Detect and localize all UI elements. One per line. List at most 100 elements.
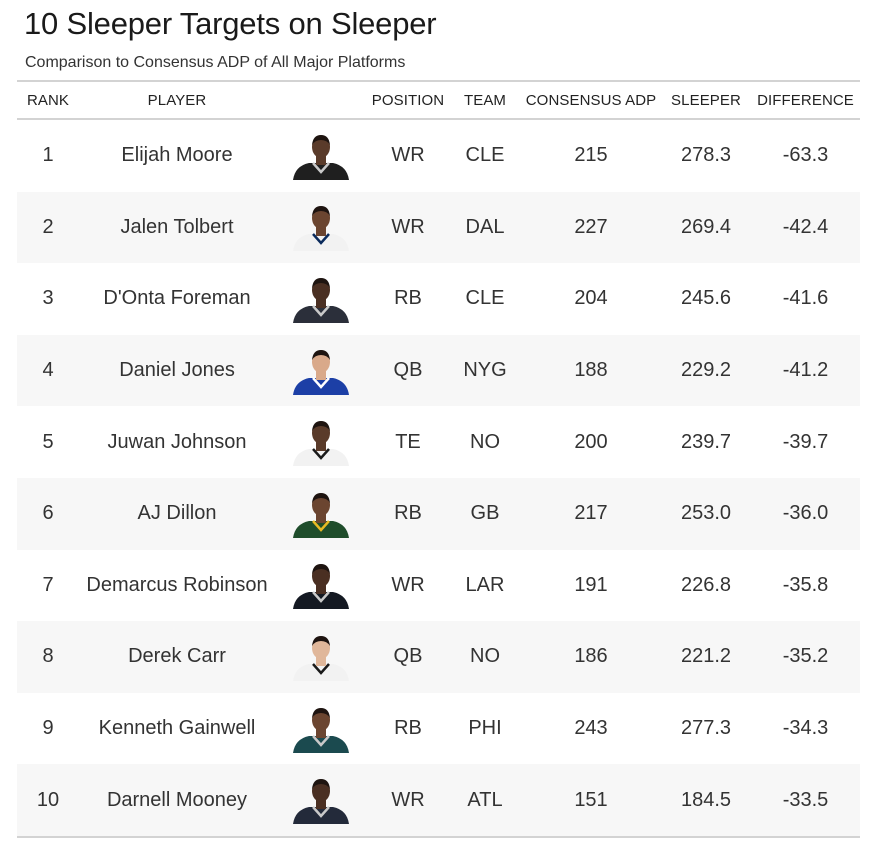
player-headshot-icon <box>293 277 349 323</box>
header-consensus-adp: CONSENSUS ADP <box>525 92 657 109</box>
table-row: 3 D'Onta Foreman RB CLE 204 245.6 -41.6 <box>17 263 860 335</box>
position-cell: RB <box>394 717 422 740</box>
sleeper-adp-cell: 239.7 <box>680 430 732 453</box>
rank-cell: 9 <box>42 717 54 740</box>
sleeper-adp-cell: 278.3 <box>680 144 732 167</box>
page-title: 10 Sleeper Targets on Sleeper <box>24 6 437 41</box>
player-name-cell: Darnell Mooney <box>106 788 248 811</box>
player-headshot-icon <box>293 349 349 395</box>
header-team: TEAM <box>463 92 507 109</box>
position-cell: RB <box>394 287 422 310</box>
player-photo-cell <box>275 693 367 765</box>
position-cell: WR <box>391 215 425 238</box>
player-headshot-icon <box>293 134 349 180</box>
team-cell: CLE <box>465 287 505 310</box>
difference-cell: -63.3 <box>782 144 829 167</box>
table-row: 7 Demarcus Robinson WR LAR 191 226.8 -35.8 <box>17 550 860 622</box>
player-name-cell: D'Onta Foreman <box>103 287 251 310</box>
player-headshot-icon <box>293 635 349 681</box>
player-name-cell: Demarcus Robinson <box>86 573 268 596</box>
team-cell: ATL <box>467 788 503 811</box>
rank-cell: 10 <box>36 788 60 811</box>
rank-cell: 1 <box>42 144 54 167</box>
position-cell: RB <box>394 502 422 525</box>
table-row: 4 Daniel Jones QB NYG 188 229.2 -41.2 <box>17 334 860 407</box>
header-difference: DIFFERENCE <box>757 92 854 109</box>
rank-cell: 2 <box>42 215 54 238</box>
difference-cell: -34.3 <box>782 717 829 740</box>
player-photo-cell <box>275 478 367 550</box>
rank-cell: 5 <box>42 430 54 453</box>
difference-cell: -35.8 <box>782 573 829 596</box>
player-photo-cell <box>275 764 367 836</box>
player-name-cell: Juwan Johnson <box>107 430 247 453</box>
header-photo <box>275 82 367 118</box>
position-cell: TE <box>395 430 421 453</box>
player-headshot-icon <box>293 779 349 825</box>
header-sleeper: SLEEPER <box>671 92 741 109</box>
rank-cell: 6 <box>42 502 54 525</box>
consensus-adp-cell: 191 <box>574 573 608 596</box>
player-name-cell: Daniel Jones <box>119 359 235 382</box>
player-name-cell: Derek Carr <box>128 645 226 668</box>
table-header: RANK PLAYER POSITION TEAM CONSENSUS ADP … <box>17 82 860 120</box>
consensus-adp-cell: 243 <box>574 717 608 740</box>
player-name-cell: Jalen Tolbert <box>120 215 234 238</box>
difference-cell: -35.2 <box>782 645 829 668</box>
player-name-cell: Elijah Moore <box>121 144 233 167</box>
team-cell: NO <box>470 645 500 668</box>
table-row: 6 AJ Dillon RB GB 217 253.0 -36.0 <box>17 477 860 550</box>
table-row: 9 Kenneth Gainwell RB PHI 243 277.3 -34.3 <box>17 693 860 765</box>
player-photo-cell <box>275 406 367 478</box>
team-cell: GB <box>470 502 500 525</box>
sleeper-adp-cell: 277.3 <box>680 717 732 740</box>
difference-cell: -33.5 <box>782 788 829 811</box>
consensus-adp-cell: 151 <box>574 788 608 811</box>
player-headshot-icon <box>293 564 349 610</box>
team-cell: CLE <box>465 144 505 167</box>
player-photo-cell <box>275 550 367 622</box>
player-photo-cell <box>275 192 367 264</box>
header-player: PLAYER <box>147 92 207 109</box>
consensus-adp-cell: 186 <box>574 645 608 668</box>
player-headshot-icon <box>293 421 349 467</box>
consensus-adp-cell: 188 <box>574 359 608 382</box>
page-subtitle: Comparison to Consensus ADP of All Major… <box>25 54 406 71</box>
position-cell: QB <box>393 645 423 668</box>
consensus-adp-cell: 217 <box>574 502 608 525</box>
team-cell: LAR <box>465 573 505 596</box>
team-cell: DAL <box>465 215 505 238</box>
consensus-adp-cell: 204 <box>574 287 608 310</box>
rank-cell: 8 <box>42 645 54 668</box>
player-photo-cell <box>275 120 367 192</box>
player-headshot-icon <box>293 206 349 252</box>
table-row: 5 Juwan Johnson TE NO 200 239.7 -39.7 <box>17 406 860 478</box>
rank-cell: 3 <box>42 287 54 310</box>
sleeper-adp-cell: 226.8 <box>680 573 732 596</box>
sleeper-adp-cell: 184.5 <box>680 788 732 811</box>
table-row: 8 Derek Carr QB NO 186 221.2 -35.2 <box>17 621 860 693</box>
team-cell: NYG <box>463 359 507 382</box>
sleeper-adp-cell: 253.0 <box>680 502 732 525</box>
table-row: 2 Jalen Tolbert WR DAL 227 269.4 -42.4 <box>17 191 860 264</box>
player-photo-cell <box>275 621 367 693</box>
player-headshot-icon <box>293 492 349 538</box>
team-cell: PHI <box>468 717 502 740</box>
sleeper-adp-cell: 221.2 <box>680 645 732 668</box>
rank-cell: 4 <box>42 359 54 382</box>
sleeper-targets-table: RANK PLAYER POSITION TEAM CONSENSUS ADP … <box>17 80 860 838</box>
position-cell: WR <box>391 573 425 596</box>
position-cell: QB <box>393 359 423 382</box>
header-position: POSITION <box>371 92 445 109</box>
sleeper-adp-cell: 269.4 <box>680 215 732 238</box>
sleeper-adp-cell: 229.2 <box>680 359 732 382</box>
difference-cell: -41.2 <box>782 359 829 382</box>
difference-cell: -39.7 <box>782 430 829 453</box>
difference-cell: -41.6 <box>782 287 829 310</box>
table-row: 10 Darnell Mooney WR ATL 151 184.5 -33.5 <box>17 764 860 836</box>
position-cell: WR <box>391 788 425 811</box>
consensus-adp-cell: 200 <box>574 430 608 453</box>
consensus-adp-cell: 227 <box>574 215 608 238</box>
difference-cell: -42.4 <box>782 215 829 238</box>
team-cell: NO <box>470 430 500 453</box>
